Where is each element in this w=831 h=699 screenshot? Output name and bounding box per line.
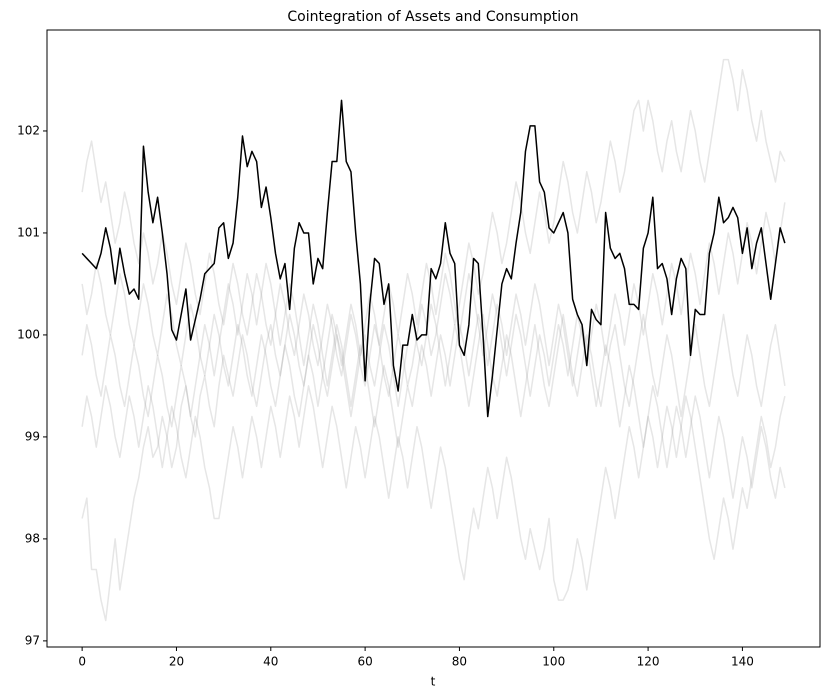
series-line (81, 385, 786, 601)
y-tick-label: 99 (25, 429, 40, 443)
chart-title: Cointegration of Assets and Consumption (287, 9, 578, 25)
y-tick-label: 98 (25, 531, 40, 545)
x-tick-label: 140 (731, 655, 754, 669)
x-tick-label: 120 (637, 655, 660, 669)
x-tick-label: 40 (263, 655, 278, 669)
y-tick-label: 101 (17, 225, 40, 239)
x-tick-label: 60 (357, 655, 372, 669)
y-tick-label: 102 (17, 123, 40, 137)
y-tick-label: 100 (17, 327, 40, 341)
x-axis-label: t (431, 675, 436, 689)
x-tick-label: 80 (452, 655, 467, 669)
x-tick-label: 100 (542, 655, 565, 669)
x-tick-label: 0 (78, 655, 86, 669)
y-tick-label: 97 (25, 633, 40, 647)
series-line (81, 58, 786, 397)
series-line (81, 262, 786, 499)
plot-area (81, 58, 786, 622)
series-line (81, 303, 786, 622)
x-tick-label: 20 (169, 655, 184, 669)
series-line (81, 99, 786, 418)
axes-frame (46, 29, 821, 648)
